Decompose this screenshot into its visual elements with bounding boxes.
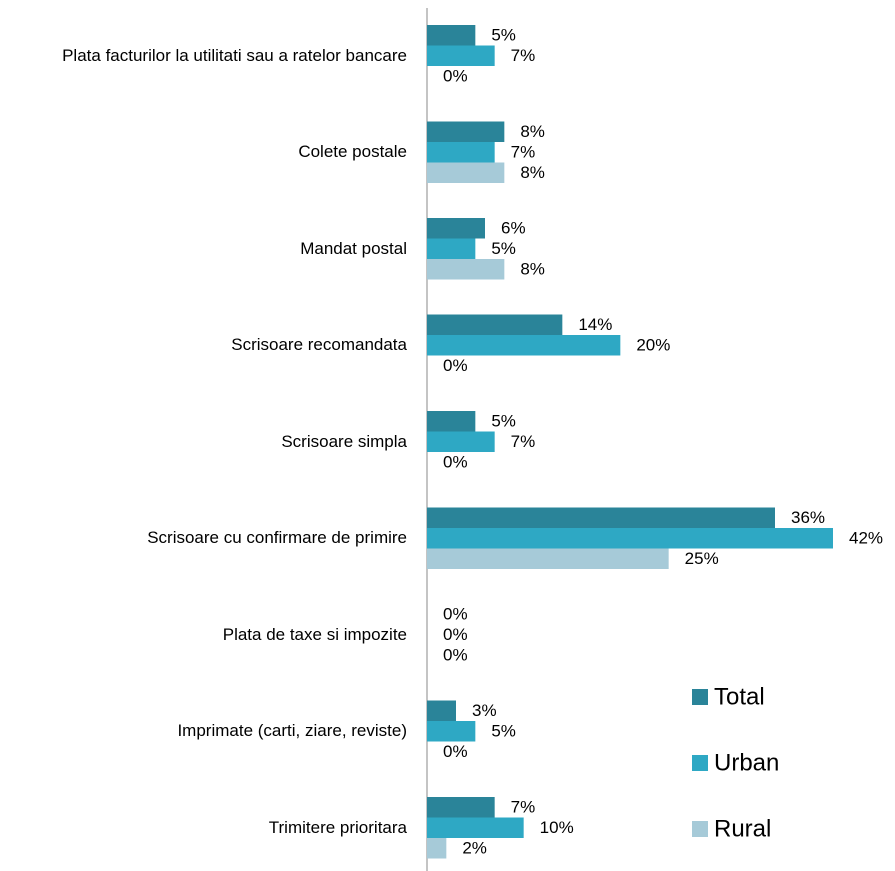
- value-label: 25%: [685, 549, 719, 568]
- bar: [427, 507, 775, 528]
- value-label: 7%: [511, 143, 536, 162]
- legend-label: Rural: [714, 815, 771, 842]
- value-label: 6%: [501, 219, 526, 238]
- value-label: 0%: [443, 742, 468, 761]
- bar: [427, 218, 485, 239]
- category-label: Colete postale: [298, 142, 407, 162]
- legend-swatch: [692, 755, 708, 771]
- category-label-box: Colete postale: [0, 122, 407, 182]
- category-label-box: Mandat postal: [0, 219, 407, 279]
- bar: [427, 797, 495, 818]
- bar: [427, 335, 621, 356]
- value-label: 7%: [511, 798, 536, 817]
- bar: [427, 838, 447, 859]
- bar: [427, 411, 476, 432]
- bar: [427, 548, 669, 569]
- legend-label: Total: [714, 683, 765, 710]
- value-label: 36%: [791, 508, 825, 527]
- value-label: 14%: [578, 315, 612, 334]
- category-label: Scrisoare recomandata: [231, 335, 407, 355]
- category-label: Imprimate (carti, ziare, reviste): [177, 721, 407, 741]
- value-label: 5%: [491, 722, 516, 741]
- category-label: Scrisoare cu confirmare de primire: [147, 528, 407, 548]
- value-label: 42%: [849, 529, 883, 548]
- value-label: 5%: [491, 412, 516, 431]
- category-label: Plata de taxe si impozite: [222, 624, 407, 644]
- bar: [427, 45, 495, 66]
- bar: [427, 528, 833, 549]
- value-label: 10%: [540, 818, 574, 837]
- value-label: 2%: [462, 839, 487, 858]
- category-label: Mandat postal: [300, 238, 407, 258]
- value-label: 8%: [520, 260, 545, 279]
- value-label: 0%: [443, 453, 468, 472]
- bar: [427, 25, 476, 46]
- category-label-box: Scrisoare recomandata: [0, 315, 407, 375]
- value-label: 5%: [491, 239, 516, 258]
- category-label-box: Plata facturilor la utilitati sau a rate…: [0, 26, 407, 86]
- legend-swatch: [692, 689, 708, 705]
- value-label: 0%: [443, 646, 468, 665]
- legend-swatch: [692, 821, 708, 837]
- value-label: 8%: [520, 163, 545, 182]
- value-label: 0%: [443, 67, 468, 86]
- bar: [427, 431, 495, 452]
- bar: [427, 314, 563, 335]
- bar: [427, 721, 476, 742]
- value-label: 20%: [636, 336, 670, 355]
- bar: [427, 817, 524, 838]
- category-label-box: Imprimate (carti, ziare, reviste): [0, 701, 407, 761]
- bar: [427, 238, 476, 259]
- value-label: 7%: [511, 46, 536, 65]
- category-label: Scrisoare simpla: [281, 431, 407, 451]
- category-label-box: Scrisoare simpla: [0, 412, 407, 472]
- bar: [427, 121, 505, 142]
- category-label: Plata facturilor la utilitati sau a rate…: [62, 45, 407, 65]
- category-label-box: Scrisoare cu confirmare de primire: [0, 508, 407, 568]
- value-label: 5%: [491, 26, 516, 45]
- category-label: Trimitere prioritara: [268, 817, 407, 837]
- value-label: 0%: [443, 625, 468, 644]
- bar: [427, 259, 505, 280]
- bar: [427, 142, 495, 163]
- value-label: 0%: [443, 605, 468, 624]
- category-label-box: Trimitere prioritara: [0, 798, 407, 858]
- bar: [427, 700, 456, 721]
- value-label: 3%: [472, 701, 497, 720]
- category-label-box: Plata de taxe si impozite: [0, 605, 407, 665]
- legend-label: Urban: [714, 749, 779, 776]
- value-label: 7%: [511, 432, 536, 451]
- value-label: 0%: [443, 356, 468, 375]
- bar: [427, 162, 505, 183]
- value-label: 8%: [520, 122, 545, 141]
